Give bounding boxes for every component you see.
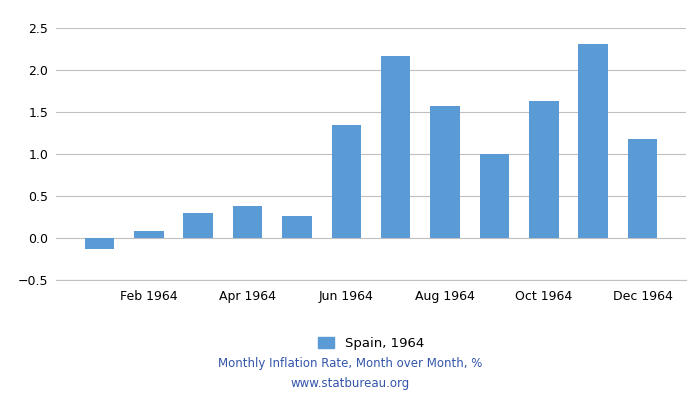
Bar <box>332 125 361 238</box>
Bar <box>134 231 164 238</box>
Text: Monthly Inflation Rate, Month over Month, %: Monthly Inflation Rate, Month over Month… <box>218 358 482 370</box>
Bar <box>381 56 410 238</box>
Text: www.statbureau.org: www.statbureau.org <box>290 378 410 390</box>
Bar <box>282 216 312 238</box>
Legend: Spain, 1964: Spain, 1964 <box>318 337 424 350</box>
Bar <box>183 213 213 238</box>
Bar <box>480 154 509 238</box>
Bar <box>529 101 559 238</box>
Bar <box>233 206 262 238</box>
Bar <box>430 106 460 238</box>
Bar <box>628 139 657 238</box>
Bar <box>85 238 114 249</box>
Bar <box>578 44 608 238</box>
